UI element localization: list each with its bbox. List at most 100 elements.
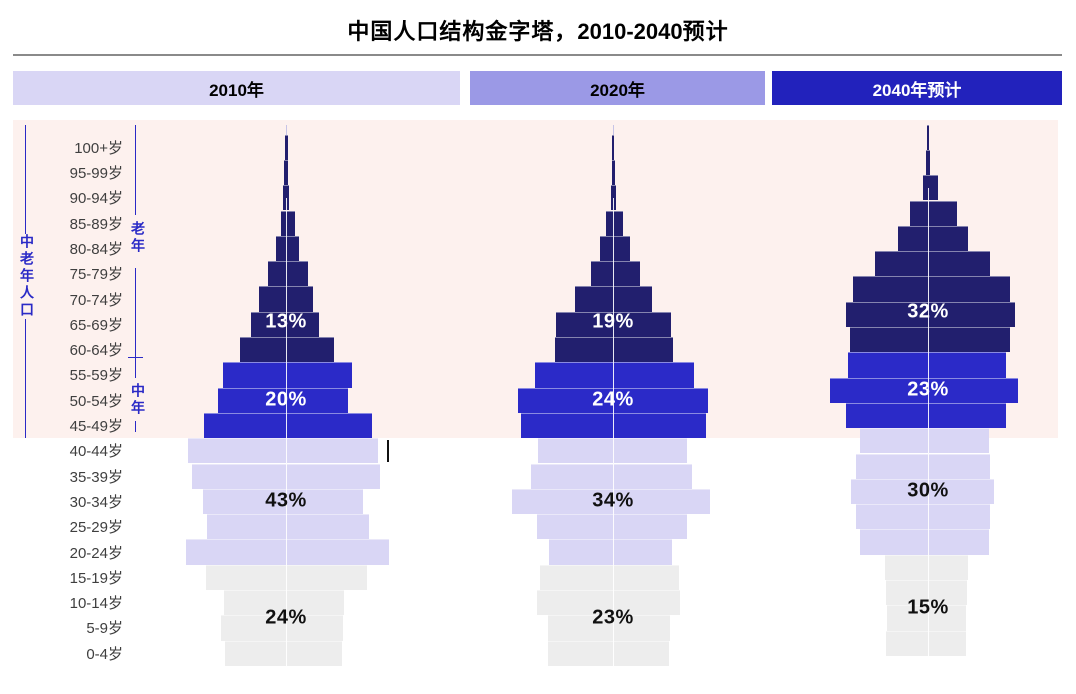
- legend-header-2010: 2010年: [13, 71, 460, 105]
- pyramid-bar: [224, 590, 286, 616]
- pyramid-bar: [531, 463, 613, 489]
- pyramid-bar: [281, 210, 286, 236]
- pyramid-bar: [613, 159, 615, 186]
- age-label: 50-54岁: [69, 392, 123, 410]
- pyramid-bar: [284, 134, 286, 160]
- pyramid-bar: [537, 514, 613, 540]
- segment-share-label: 20%: [265, 388, 307, 411]
- pyramid-bar: [853, 276, 928, 302]
- pyramid-bar: [926, 149, 928, 176]
- segment-share-label: 32%: [907, 300, 949, 323]
- pyramid-bar: [928, 327, 1010, 353]
- pyramid-bar: [928, 554, 968, 580]
- right-bracket-elderly-label: 老年: [128, 221, 144, 255]
- pyramid-bar: [518, 387, 613, 413]
- pyramid-bar: [286, 412, 372, 439]
- pyramid-bar: [928, 453, 990, 479]
- pyramid-bar: [851, 478, 928, 505]
- title-divider: [13, 54, 1062, 56]
- segment-share-label: 23%: [592, 606, 634, 629]
- pyramid-bar: [203, 488, 286, 515]
- center-divider-line: [928, 187, 929, 656]
- pyramid-bar: [240, 337, 286, 363]
- pyramid-bar: [927, 124, 928, 150]
- pyramid-bar: [850, 327, 928, 353]
- segment-share-label: 15%: [907, 596, 949, 619]
- pyramid-bar: [613, 488, 710, 515]
- age-label: 100+岁: [74, 139, 123, 157]
- pyramid-bar: [521, 412, 613, 439]
- chart-title-prefix: 中国人口结构金字塔，: [347, 19, 578, 44]
- left-bracket-label: 中老年人口: [17, 234, 33, 319]
- pyramid-bar: [221, 615, 286, 641]
- pyramid-bar: [549, 539, 613, 565]
- pyramid-bar: [268, 261, 286, 287]
- pyramid-bar: [276, 235, 286, 262]
- age-label: 70-74岁: [69, 291, 123, 309]
- age-label: 10-14岁: [69, 595, 123, 613]
- pyramid-bar: [286, 615, 343, 641]
- pyramid-bar: [928, 251, 990, 277]
- pyramid-bar: [286, 286, 313, 312]
- pyramid-bar: [286, 235, 299, 262]
- chart-title: 中国人口结构金字塔，2010-2040预计: [0, 14, 1076, 46]
- pyramid-bar: [928, 605, 966, 631]
- pyramid-bar: [846, 301, 928, 327]
- pyramid-bar: [613, 564, 679, 590]
- age-label: 25-29岁: [69, 519, 123, 537]
- pyramid-bar: [928, 200, 957, 226]
- pyramid-bar: [846, 402, 928, 429]
- pyramid-bar: [286, 362, 352, 388]
- right-bracket-line-middle: [135, 268, 136, 378]
- pyramid-bar: [928, 580, 967, 606]
- pyramid-bar: [613, 514, 687, 540]
- segment-share-label: 24%: [592, 388, 634, 411]
- pyramid-bar: [613, 134, 614, 160]
- legend-header-2020: 2020年: [470, 71, 765, 105]
- segment-share-label: 34%: [592, 489, 634, 512]
- pyramid-bar: [613, 185, 616, 211]
- right-bracket-middleage-label: 中年: [128, 383, 144, 417]
- pyramid-bar: [613, 210, 623, 236]
- pyramid-bar: [928, 225, 968, 252]
- pyramid-bar: [188, 438, 286, 464]
- pyramid-bar: [284, 159, 286, 186]
- pyramid-bar: [928, 402, 1006, 429]
- age-label: 5-9岁: [86, 620, 123, 638]
- pyramid-bar: [928, 276, 1010, 302]
- pyramid-bar: [875, 251, 928, 277]
- age-label: 60-64岁: [69, 342, 123, 360]
- pyramid-bar: [928, 630, 966, 656]
- pyramid-bar: [928, 124, 929, 150]
- pyramid-bar: [928, 175, 938, 201]
- pyramid-bar: [613, 261, 640, 287]
- pyramid-bar: [830, 377, 928, 403]
- pyramid-bar: [928, 301, 1015, 327]
- pyramid-bar: [928, 352, 1006, 378]
- pyramid-bar: [928, 504, 990, 530]
- pyramid-bar: [225, 640, 286, 666]
- age-label: 90-94岁: [69, 190, 123, 208]
- pyramid-bar: [286, 185, 289, 211]
- center-divider-line: [286, 197, 287, 666]
- pyramid-bar: [286, 539, 389, 565]
- pyramid-bar: [613, 590, 680, 616]
- chart-title-suffix: 预计: [682, 19, 729, 44]
- pyramid-bar: [286, 311, 319, 337]
- stray-tick-mark: [387, 440, 389, 462]
- pyramid-bar: [860, 529, 928, 555]
- pyramid-bar: [612, 134, 613, 160]
- pyramid-bar: [613, 615, 670, 641]
- pyramid-bar: [885, 554, 928, 580]
- pyramid-bar: [286, 463, 380, 489]
- pyramid-bar: [928, 377, 1018, 403]
- segment-share-label: 19%: [592, 310, 634, 333]
- pyramid-bar: [591, 261, 613, 287]
- pyramid-bar: [613, 539, 672, 565]
- age-label: 45-49岁: [69, 418, 123, 436]
- pyramid-bar: [286, 337, 334, 363]
- age-label: 75-79岁: [69, 266, 123, 284]
- pyramid-bar: [610, 185, 613, 211]
- age-label: 65-69岁: [69, 316, 123, 334]
- pyramid-bar: [613, 311, 671, 337]
